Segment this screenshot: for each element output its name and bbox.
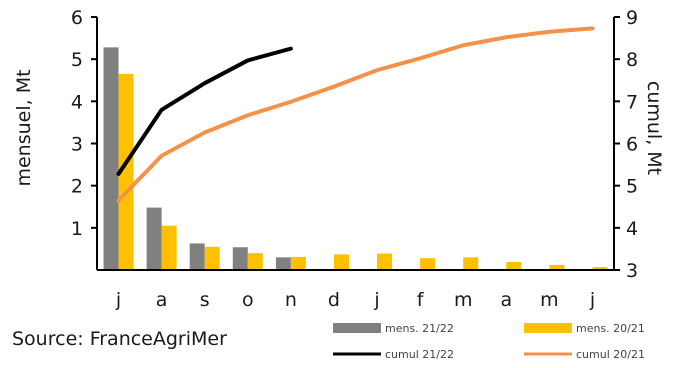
x-tick-label: m bbox=[540, 289, 559, 311]
y2-tick-label: 4 bbox=[626, 218, 638, 240]
bar-mens-20-21-10 bbox=[549, 264, 565, 270]
bar-mens-20-21-4 bbox=[290, 256, 306, 270]
x-tick-label: n bbox=[285, 289, 297, 311]
bar-mens-20-21-8 bbox=[463, 257, 479, 270]
y2-tick-label: 5 bbox=[626, 176, 638, 198]
bar-mens-21-22-0 bbox=[103, 47, 119, 270]
x-tick-label: j bbox=[115, 289, 121, 311]
y2-tick-label: 7 bbox=[626, 91, 638, 113]
legend-label: cumul 20/21 bbox=[576, 348, 645, 361]
x-tick-label: a bbox=[156, 289, 168, 311]
bar-mens-20-21-5 bbox=[333, 254, 349, 270]
legend-label: mens. 20/21 bbox=[576, 322, 645, 335]
bar-mens-20-21-11 bbox=[592, 267, 608, 270]
x-tick-label: m bbox=[454, 289, 473, 311]
y2-axis-title: cumul, Mt bbox=[643, 81, 665, 175]
x-tick-label: j bbox=[589, 289, 595, 311]
y-tick-label: 6 bbox=[71, 7, 83, 29]
bars-layer bbox=[103, 47, 608, 270]
source-note: Source: FranceAgriMer bbox=[12, 328, 227, 350]
bar-mens-20-21-2 bbox=[204, 246, 220, 270]
bar-mens-21-22-1 bbox=[146, 207, 162, 270]
y2-tick-label: 9 bbox=[626, 7, 638, 29]
x-tick-label: d bbox=[328, 289, 340, 311]
legend-swatch bbox=[333, 323, 381, 333]
bar-mens-21-22-2 bbox=[189, 243, 205, 270]
x-tick-label: j bbox=[373, 289, 379, 311]
line-cumul-21-22 bbox=[116, 46, 293, 176]
y-axis-title: mensuel, Mt bbox=[13, 69, 35, 186]
legend-swatch bbox=[524, 323, 572, 333]
bar-mens-20-21-6 bbox=[377, 253, 393, 270]
legend: mens. 21/22 mens. 20/21 cumul 21/22 cumul 2… bbox=[333, 322, 645, 361]
x-tick-label: s bbox=[200, 289, 210, 311]
legend-label: cumul 21/22 bbox=[385, 348, 454, 361]
y2-tick-label: 8 bbox=[626, 49, 638, 71]
bar-mens-20-21-9 bbox=[506, 261, 522, 270]
x-tick-label: o bbox=[242, 289, 254, 311]
bar-mens-20-21-0 bbox=[118, 73, 134, 270]
y-tick-label: 5 bbox=[71, 49, 83, 71]
y-tick-label: 1 bbox=[71, 218, 83, 240]
x-tick-label: a bbox=[500, 289, 512, 311]
bar-mens-21-22-4 bbox=[275, 257, 291, 270]
y-tick-label: 4 bbox=[71, 91, 83, 113]
bar-mens-20-21-3 bbox=[247, 253, 263, 270]
y-tick-label: 3 bbox=[71, 134, 83, 156]
y2-tick-label: 3 bbox=[626, 260, 638, 282]
axes-layer: 1 2 3 4 5 6 3 4 5 6 7 8 9 j a s o n d j f m a m j bbox=[71, 7, 638, 311]
bar-mens-20-21-1 bbox=[161, 225, 177, 270]
legend-label: mens. 21/22 bbox=[385, 322, 454, 335]
x-tick-label: f bbox=[417, 289, 425, 311]
bar-mens-21-22-3 bbox=[232, 247, 248, 270]
line-cumul-20-21 bbox=[116, 26, 595, 203]
y2-tick-label: 6 bbox=[626, 134, 638, 156]
bar-mens-20-21-7 bbox=[420, 258, 436, 270]
lines-layer bbox=[116, 26, 595, 203]
y-tick-label: 2 bbox=[71, 176, 83, 198]
